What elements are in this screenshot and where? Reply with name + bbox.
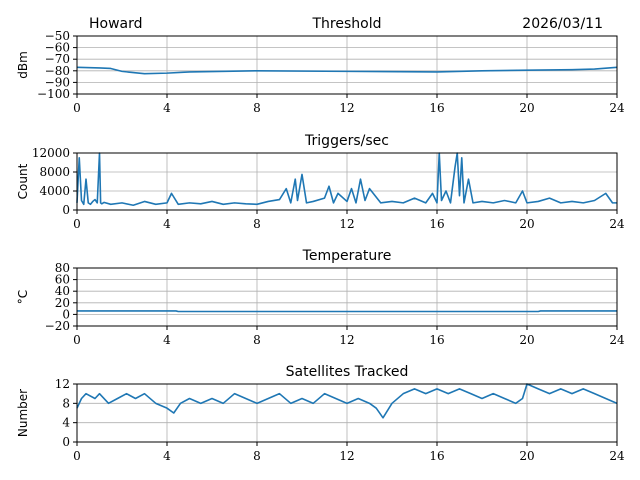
triggers-xtick-label: 16	[429, 217, 444, 231]
triggers-xtick-label: 4	[163, 217, 171, 231]
satellites-ytick-label: 8	[62, 396, 70, 410]
triggers-xtick-label: 20	[519, 217, 534, 231]
satellites-xtick-label: 20	[519, 449, 534, 463]
triggers-title: Triggers/sec	[304, 133, 389, 149]
threshold-xtick-label: 16	[429, 101, 444, 115]
temperature-xtick-label: 4	[163, 333, 171, 347]
threshold-xtick-label: 8	[253, 101, 261, 115]
triggers-series-line	[76, 152, 617, 207]
temperature-ytick-label: 40	[55, 284, 70, 298]
temperature-series-line	[77, 310, 617, 313]
temperature-xtick-label: 16	[429, 333, 444, 347]
threshold-series-line	[76, 66, 618, 75]
triggers-xtick-label: 8	[253, 217, 261, 231]
satellites-title: Satellites Tracked	[286, 364, 409, 380]
threshold-ytick-label: −80	[45, 64, 70, 78]
temperature-ytick-label: 0	[62, 307, 70, 321]
triggers-ytick-label: 0	[62, 203, 70, 217]
satellites-xtick-label: 8	[253, 449, 261, 463]
threshold-xtick-label: 24	[609, 101, 625, 115]
temperature-xtick-label: 20	[519, 333, 534, 347]
triggers-ytick-label: 12000	[32, 146, 70, 160]
threshold-xtick-label: 20	[519, 101, 534, 115]
threshold-panel: 0 4 8 12 16 20 24 −100−90−80−70−60−50 Threshold d…	[16, 16, 625, 115]
satellites-panel: 0 4 8 12 16 20 24 0 4 8 12 Satellites Tracked Number	[16, 364, 625, 463]
temperature-ytick-label: −20	[45, 319, 70, 333]
satellites-ylabel: Number	[16, 389, 30, 437]
threshold-xtick-label: 4	[163, 101, 171, 115]
threshold-xtick-label: 12	[339, 101, 354, 115]
satellites-ytick-label: 12	[55, 377, 70, 391]
threshold-ytick-label: −90	[45, 75, 70, 89]
triggers-ytick-label: 4000	[39, 184, 70, 198]
threshold-xtick-label: 0	[73, 101, 81, 115]
triggers-xtick-label: 12	[339, 217, 354, 231]
satellites-xtick-label: 0	[73, 449, 81, 463]
satellites-xtick-label: 4	[163, 449, 171, 463]
temperature-ylabel: °C	[16, 290, 30, 304]
temperature-xtick-label: 12	[339, 333, 354, 347]
threshold-title: Threshold	[312, 16, 382, 32]
triggers-ylabel: Count	[16, 163, 30, 199]
threshold-ytick-label: −50	[45, 29, 70, 43]
threshold-ytick-label: −60	[45, 41, 70, 55]
satellites-xtick-label: 24	[609, 449, 625, 463]
satellites-ytick-label: 4	[62, 416, 70, 430]
station-name: Howard	[89, 16, 143, 32]
threshold-ylabel: dBm	[16, 51, 30, 79]
temperature-ytick-label: 60	[55, 273, 70, 287]
temperature-xtick-label: 0	[73, 333, 81, 347]
chart-date: 2026/03/11	[522, 16, 603, 32]
temperature-xtick-label: 8	[253, 333, 261, 347]
triggers-xtick-label: 24	[609, 217, 625, 231]
satellites-xtick-label: 12	[339, 449, 354, 463]
threshold-ytick-label: −70	[45, 52, 70, 66]
triggers-panel: 0 4 8 12 16 20 24 0 4000 8000 12000 Triggers/sec Cou…	[16, 133, 625, 231]
temperature-xtick-label: 24	[609, 333, 625, 347]
satellites-xtick-label: 16	[429, 449, 444, 463]
temperature-title: Temperature	[302, 248, 392, 264]
temperature-ytick-label: 20	[55, 296, 70, 310]
triggers-ytick-label: 8000	[39, 165, 70, 179]
satellites-series-line	[76, 383, 618, 419]
threshold-ytick-label: −100	[37, 87, 70, 101]
temperature-ytick-label: 80	[55, 261, 70, 275]
triggers-xtick-label: 0	[73, 217, 81, 231]
satellites-ytick-label: 0	[62, 435, 70, 449]
